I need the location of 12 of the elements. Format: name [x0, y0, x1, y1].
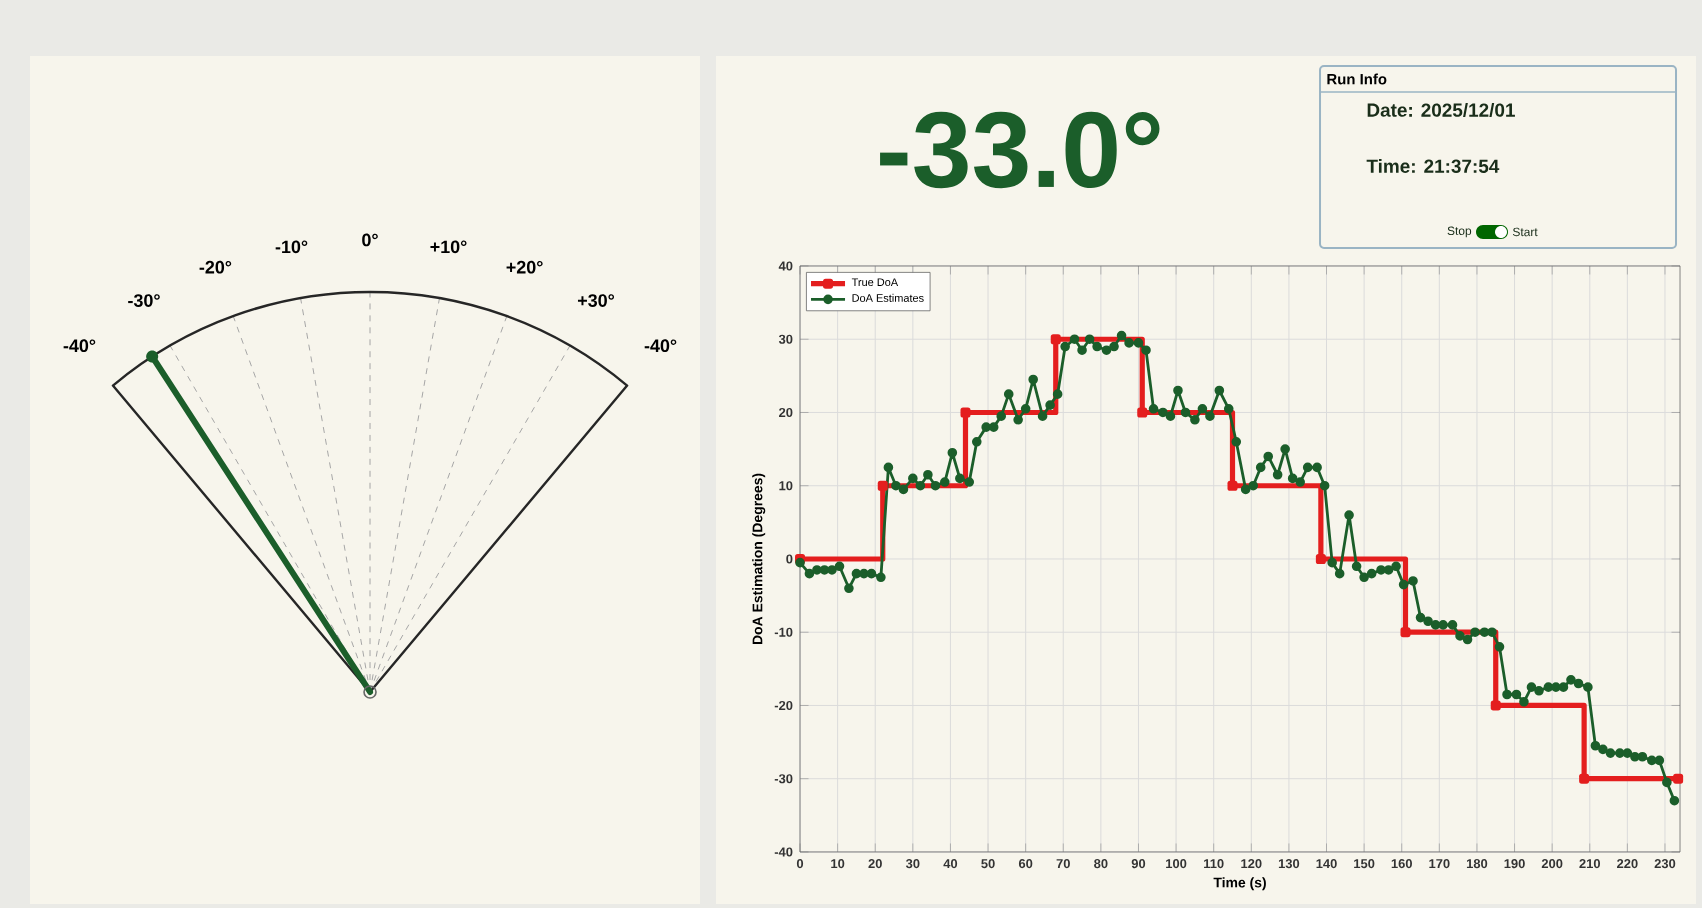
- text: Date: 2025/12/01: [1367, 102, 1515, 118]
- text: -40°: [63, 339, 96, 353]
- text: -20°: [199, 260, 232, 274]
- text: -40°: [644, 339, 677, 353]
- text: +10°: [430, 240, 467, 254]
- text: -10°: [275, 240, 308, 254]
- text: +20°: [506, 260, 543, 274]
- text: -30°: [128, 294, 160, 307]
- text: Time: 21:37:54: [1366, 159, 1500, 173]
- data-label: -33.0°: [880, 111, 1160, 189]
- text: +30°: [577, 294, 615, 307]
- text: 0°: [362, 233, 378, 247]
